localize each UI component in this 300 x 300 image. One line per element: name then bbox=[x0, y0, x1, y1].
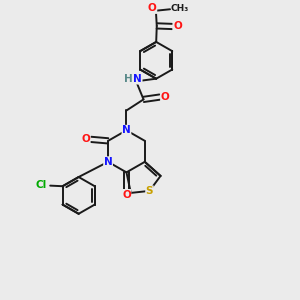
Text: N: N bbox=[122, 125, 131, 135]
Text: N: N bbox=[133, 74, 142, 84]
Text: O: O bbox=[173, 22, 182, 32]
Text: O: O bbox=[122, 190, 131, 200]
Text: CH₃: CH₃ bbox=[171, 4, 189, 13]
Text: O: O bbox=[81, 134, 90, 144]
Text: O: O bbox=[148, 3, 157, 14]
Text: N: N bbox=[104, 157, 112, 167]
Text: Cl: Cl bbox=[35, 180, 47, 190]
Text: S: S bbox=[146, 186, 153, 196]
Text: O: O bbox=[160, 92, 169, 102]
Text: H: H bbox=[124, 74, 133, 84]
